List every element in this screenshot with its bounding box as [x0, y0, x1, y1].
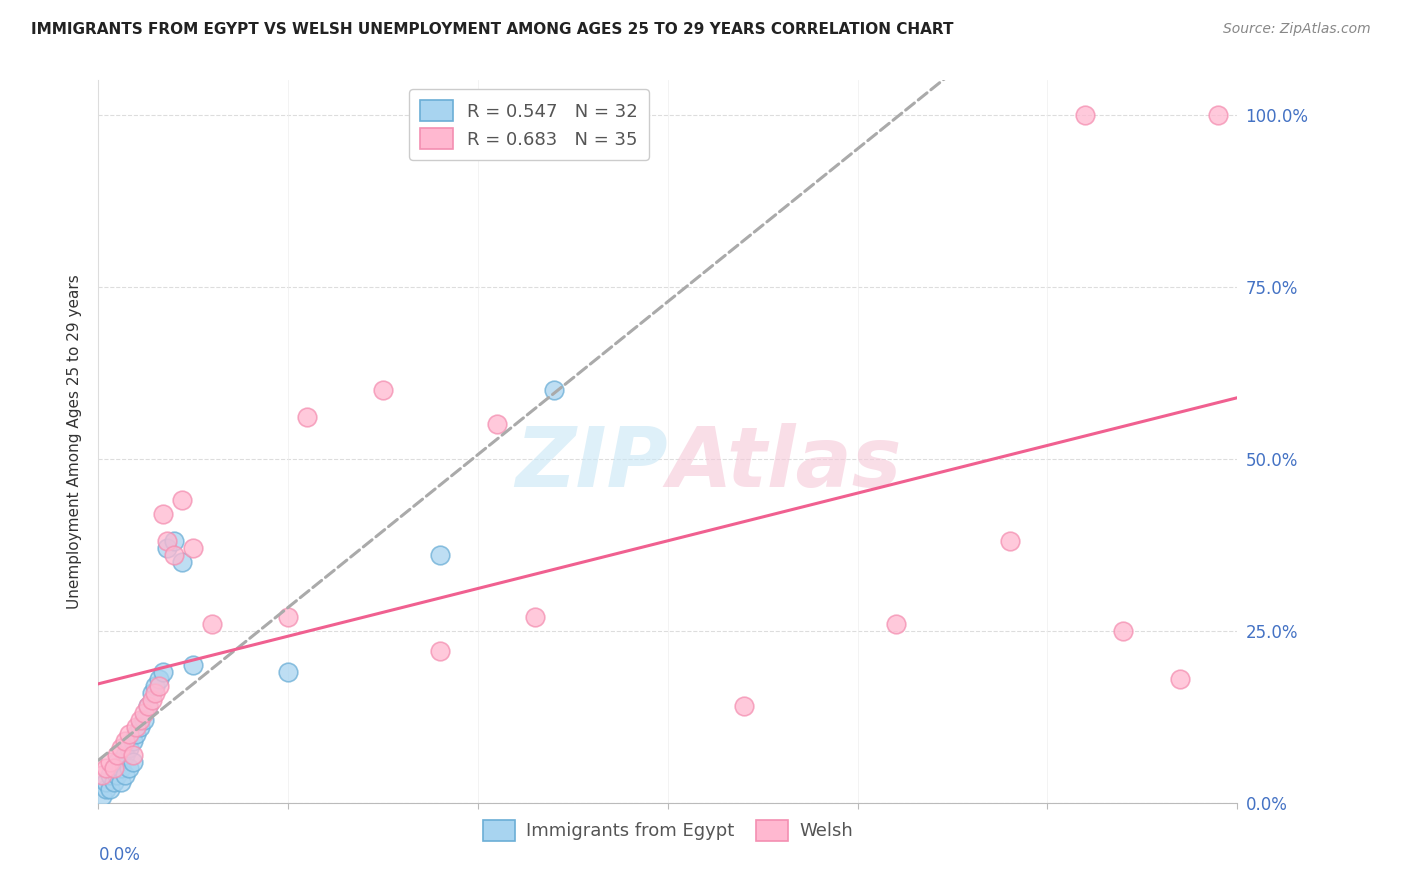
- Point: [163, 548, 186, 562]
- Point: [125, 720, 148, 734]
- Point: [91, 789, 114, 803]
- Point: [733, 699, 755, 714]
- Point: [118, 727, 141, 741]
- Point: [1112, 624, 1135, 638]
- Point: [110, 761, 132, 775]
- Point: [129, 713, 152, 727]
- Point: [114, 747, 136, 762]
- Point: [145, 679, 167, 693]
- Point: [98, 782, 121, 797]
- Point: [201, 616, 224, 631]
- Point: [118, 761, 141, 775]
- Point: [121, 747, 143, 762]
- Point: [136, 699, 159, 714]
- Point: [1208, 108, 1230, 122]
- Point: [170, 493, 193, 508]
- Text: Atlas: Atlas: [668, 423, 903, 504]
- Point: [125, 727, 148, 741]
- Point: [1170, 672, 1192, 686]
- Point: [371, 383, 394, 397]
- Point: [107, 768, 129, 782]
- Point: [297, 410, 319, 425]
- Point: [94, 775, 117, 789]
- Point: [94, 761, 117, 775]
- Text: IMMIGRANTS FROM EGYPT VS WELSH UNEMPLOYMENT AMONG AGES 25 TO 29 YEARS CORRELATIO: IMMIGRANTS FROM EGYPT VS WELSH UNEMPLOYM…: [31, 22, 953, 37]
- Point: [163, 534, 186, 549]
- Legend: Immigrants from Egypt, Welsh: Immigrants from Egypt, Welsh: [475, 813, 860, 848]
- Text: ZIP: ZIP: [515, 423, 668, 504]
- Point: [152, 665, 174, 679]
- Text: Source: ZipAtlas.com: Source: ZipAtlas.com: [1223, 22, 1371, 37]
- Point: [429, 548, 451, 562]
- Point: [118, 740, 141, 755]
- Point: [110, 740, 132, 755]
- Point: [152, 507, 174, 521]
- Point: [183, 658, 205, 673]
- Point: [524, 610, 547, 624]
- Point: [1074, 108, 1097, 122]
- Point: [98, 768, 121, 782]
- Point: [132, 713, 155, 727]
- Point: [121, 755, 143, 769]
- Point: [998, 534, 1021, 549]
- Point: [486, 417, 509, 432]
- Point: [110, 775, 132, 789]
- Point: [148, 679, 170, 693]
- Point: [148, 672, 170, 686]
- Point: [103, 775, 125, 789]
- Point: [884, 616, 907, 631]
- Point: [141, 686, 163, 700]
- Point: [183, 541, 205, 556]
- Point: [103, 761, 125, 775]
- Point: [103, 761, 125, 775]
- Point: [107, 747, 129, 762]
- Point: [129, 720, 152, 734]
- Point: [429, 644, 451, 658]
- Point: [156, 541, 179, 556]
- Point: [170, 555, 193, 569]
- Point: [277, 610, 299, 624]
- Point: [145, 686, 167, 700]
- Point: [141, 692, 163, 706]
- Point: [114, 768, 136, 782]
- Point: [98, 755, 121, 769]
- Y-axis label: Unemployment Among Ages 25 to 29 years: Unemployment Among Ages 25 to 29 years: [67, 274, 83, 609]
- Text: 0.0%: 0.0%: [98, 847, 141, 864]
- Point: [121, 734, 143, 748]
- Point: [156, 534, 179, 549]
- Point: [114, 734, 136, 748]
- Point: [91, 768, 114, 782]
- Point: [94, 782, 117, 797]
- Point: [132, 706, 155, 721]
- Point: [107, 755, 129, 769]
- Point: [277, 665, 299, 679]
- Point: [543, 383, 565, 397]
- Point: [136, 699, 159, 714]
